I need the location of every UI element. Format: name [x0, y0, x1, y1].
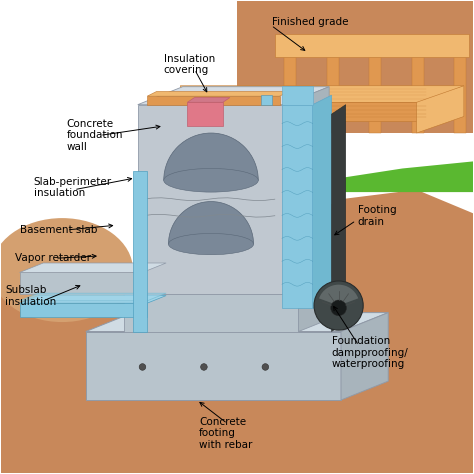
Polygon shape [313, 95, 331, 308]
Polygon shape [19, 263, 166, 273]
Polygon shape [417, 86, 464, 133]
Circle shape [331, 300, 346, 316]
Polygon shape [19, 293, 166, 301]
Polygon shape [138, 87, 329, 105]
Polygon shape [138, 105, 284, 294]
Text: Concrete
foundation
wall: Concrete foundation wall [67, 119, 123, 152]
Polygon shape [275, 34, 469, 57]
Polygon shape [261, 95, 273, 105]
Polygon shape [19, 296, 166, 303]
Polygon shape [369, 57, 381, 133]
Polygon shape [86, 331, 341, 400]
Polygon shape [180, 102, 426, 121]
Circle shape [139, 364, 146, 370]
Ellipse shape [164, 168, 258, 192]
Text: Subslab
insulation: Subslab insulation [5, 285, 57, 307]
Ellipse shape [168, 234, 254, 255]
Text: Insulation
covering: Insulation covering [164, 54, 215, 75]
Circle shape [262, 364, 269, 370]
Polygon shape [19, 303, 147, 318]
Polygon shape [0, 190, 474, 474]
Polygon shape [147, 91, 289, 96]
Polygon shape [412, 57, 424, 133]
Polygon shape [133, 171, 147, 331]
Polygon shape [187, 102, 223, 126]
Polygon shape [282, 105, 313, 308]
Polygon shape [19, 273, 143, 294]
Wedge shape [164, 133, 258, 180]
Polygon shape [299, 277, 341, 331]
Text: Basement slab: Basement slab [19, 225, 97, 235]
Polygon shape [455, 57, 466, 133]
Text: Foundation
dampproofing/
waterproofing: Foundation dampproofing/ waterproofing [331, 336, 408, 369]
Polygon shape [124, 277, 341, 294]
Polygon shape [284, 87, 329, 294]
Circle shape [314, 281, 363, 330]
Polygon shape [180, 86, 464, 102]
Polygon shape [284, 57, 296, 133]
Polygon shape [331, 105, 346, 331]
Text: Concrete
footing
with rebar: Concrete footing with rebar [199, 417, 253, 450]
Polygon shape [124, 294, 299, 331]
Polygon shape [282, 86, 313, 105]
Polygon shape [147, 96, 280, 105]
Polygon shape [341, 161, 474, 192]
Polygon shape [86, 313, 388, 331]
Circle shape [201, 364, 207, 370]
Wedge shape [168, 201, 254, 244]
Text: Vapor retarder: Vapor retarder [15, 253, 91, 263]
Polygon shape [187, 98, 230, 102]
Text: Footing
drain: Footing drain [357, 205, 396, 227]
Polygon shape [237, 0, 474, 133]
Ellipse shape [0, 218, 133, 322]
Polygon shape [327, 57, 338, 133]
Wedge shape [319, 285, 358, 306]
Text: Slab-perimeter
insulation: Slab-perimeter insulation [34, 177, 112, 198]
Polygon shape [341, 313, 388, 400]
Text: Finished grade: Finished grade [273, 17, 349, 27]
